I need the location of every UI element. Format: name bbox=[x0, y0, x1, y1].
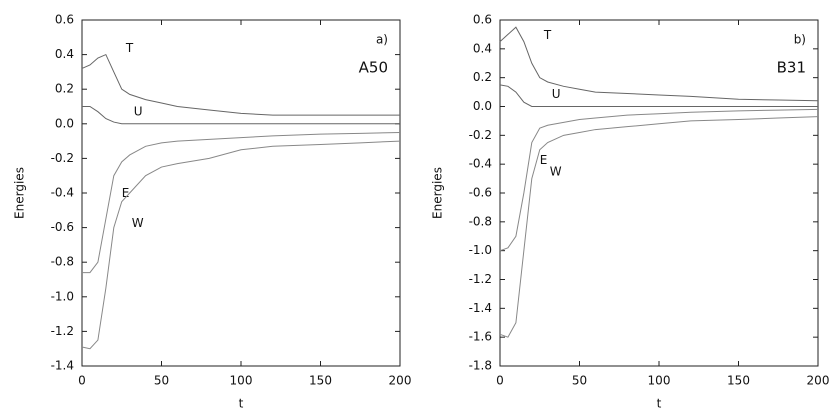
y-tick-label: 0.2 bbox=[473, 70, 492, 84]
y-tick-label: 0.6 bbox=[55, 13, 74, 27]
y-tick-label: -1.4 bbox=[469, 301, 492, 315]
curve-label: W bbox=[550, 164, 562, 178]
y-tick-label: -0.2 bbox=[51, 151, 74, 165]
y-tick-label: -1.0 bbox=[51, 289, 74, 303]
curve bbox=[81, 140, 401, 350]
x-tick-label: 200 bbox=[807, 374, 830, 388]
x-tick-label: 200 bbox=[389, 374, 412, 388]
y-axis-label: Energies bbox=[13, 167, 27, 219]
y-tick-label: 0.4 bbox=[55, 47, 74, 61]
y-tick-label: -0.6 bbox=[469, 186, 492, 200]
annotation: A50 bbox=[359, 59, 388, 77]
y-tick-label: 0.2 bbox=[55, 82, 74, 96]
curve bbox=[499, 116, 819, 338]
y-tick-label: -1.0 bbox=[469, 243, 492, 257]
x-tick-label: 0 bbox=[78, 374, 86, 388]
curve bbox=[499, 84, 818, 107]
panel-label: b) bbox=[794, 33, 806, 47]
y-tick-label: 0.0 bbox=[55, 116, 74, 130]
y-tick-label: 0.0 bbox=[473, 99, 492, 113]
x-tick-label: 150 bbox=[309, 374, 332, 388]
x-tick-label: 50 bbox=[154, 374, 169, 388]
x-tick-label: 50 bbox=[572, 374, 587, 388]
y-tick-label: -0.2 bbox=[469, 128, 492, 142]
x-tick-label: 150 bbox=[727, 374, 750, 388]
y-axis-label: Energies bbox=[431, 167, 445, 219]
y-tick-label: -0.4 bbox=[51, 186, 74, 200]
curve bbox=[499, 26, 819, 102]
curve-label: E bbox=[540, 153, 548, 167]
annotation: B31 bbox=[777, 59, 806, 77]
y-tick-label: 0.6 bbox=[473, 13, 492, 27]
curve-label: U bbox=[552, 87, 561, 101]
y-tick-label: -1.2 bbox=[469, 272, 492, 286]
y-tick-label: -0.8 bbox=[51, 255, 74, 269]
y-tick-label: -1.6 bbox=[469, 330, 492, 344]
y-tick-label: -0.4 bbox=[469, 157, 492, 171]
y-tick-label: -0.6 bbox=[51, 220, 74, 234]
curve-label: W bbox=[132, 216, 144, 230]
x-axis-label: t bbox=[657, 397, 662, 411]
y-tick-label: -0.8 bbox=[469, 214, 492, 228]
x-tick-label: 100 bbox=[230, 374, 253, 388]
curve bbox=[82, 106, 400, 125]
plot-frame bbox=[499, 19, 819, 367]
x-tick-label: 100 bbox=[648, 374, 671, 388]
curve-label: U bbox=[134, 104, 143, 118]
curve-label: T bbox=[543, 28, 552, 42]
panel-label: a) bbox=[376, 33, 388, 47]
y-tick-label: -1.2 bbox=[51, 324, 74, 338]
x-axis-label: t bbox=[239, 397, 244, 411]
curve bbox=[81, 53, 400, 116]
y-tick-label: -1.4 bbox=[51, 359, 74, 373]
curve-label: T bbox=[125, 41, 134, 55]
y-tick-label: 0.4 bbox=[473, 41, 492, 55]
curve bbox=[82, 131, 401, 274]
curve bbox=[499, 108, 819, 252]
y-tick-label: -1.8 bbox=[469, 359, 492, 373]
x-tick-label: 0 bbox=[496, 374, 504, 388]
curve-label: E bbox=[122, 186, 130, 200]
